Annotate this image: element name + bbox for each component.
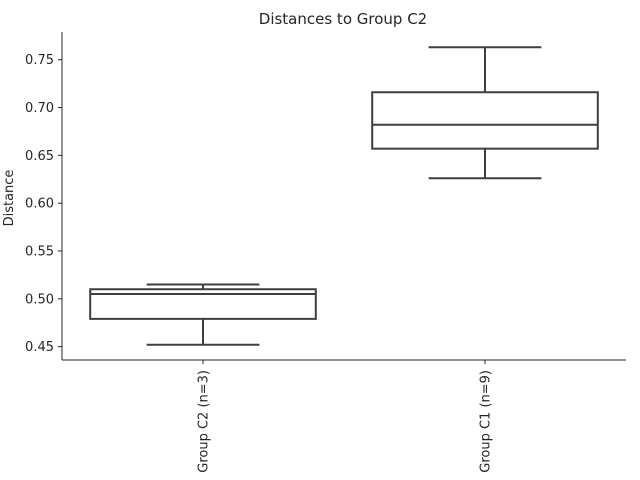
iqr-box bbox=[89, 288, 317, 320]
y-tick-label: 0.65 bbox=[25, 149, 54, 164]
y-tick-label: 0.70 bbox=[25, 101, 54, 116]
y-tick-label: 0.60 bbox=[25, 197, 54, 212]
y-tick-label: 0.50 bbox=[25, 292, 54, 307]
y-tick-label: 0.55 bbox=[25, 244, 54, 259]
y-axis-label: Distance bbox=[2, 170, 17, 227]
y-tick-label: 0.75 bbox=[25, 53, 54, 68]
chart-title: Distances to Group C2 bbox=[259, 10, 427, 28]
y-tick-label: 0.45 bbox=[25, 340, 54, 355]
box-2 bbox=[371, 46, 599, 180]
y-axis: 0.45 0.50 0.55 0.60 0.65 0.70 0.75 bbox=[25, 53, 62, 355]
x-axis: Group C2 (n=3) Group C1 (n=9) bbox=[197, 360, 494, 473]
x-tick-label: Group C2 (n=3) bbox=[197, 370, 212, 473]
boxes-group bbox=[89, 46, 599, 346]
box-1 bbox=[89, 283, 317, 346]
iqr-box bbox=[371, 91, 599, 150]
x-tick-label: Group C1 (n=9) bbox=[479, 370, 494, 473]
